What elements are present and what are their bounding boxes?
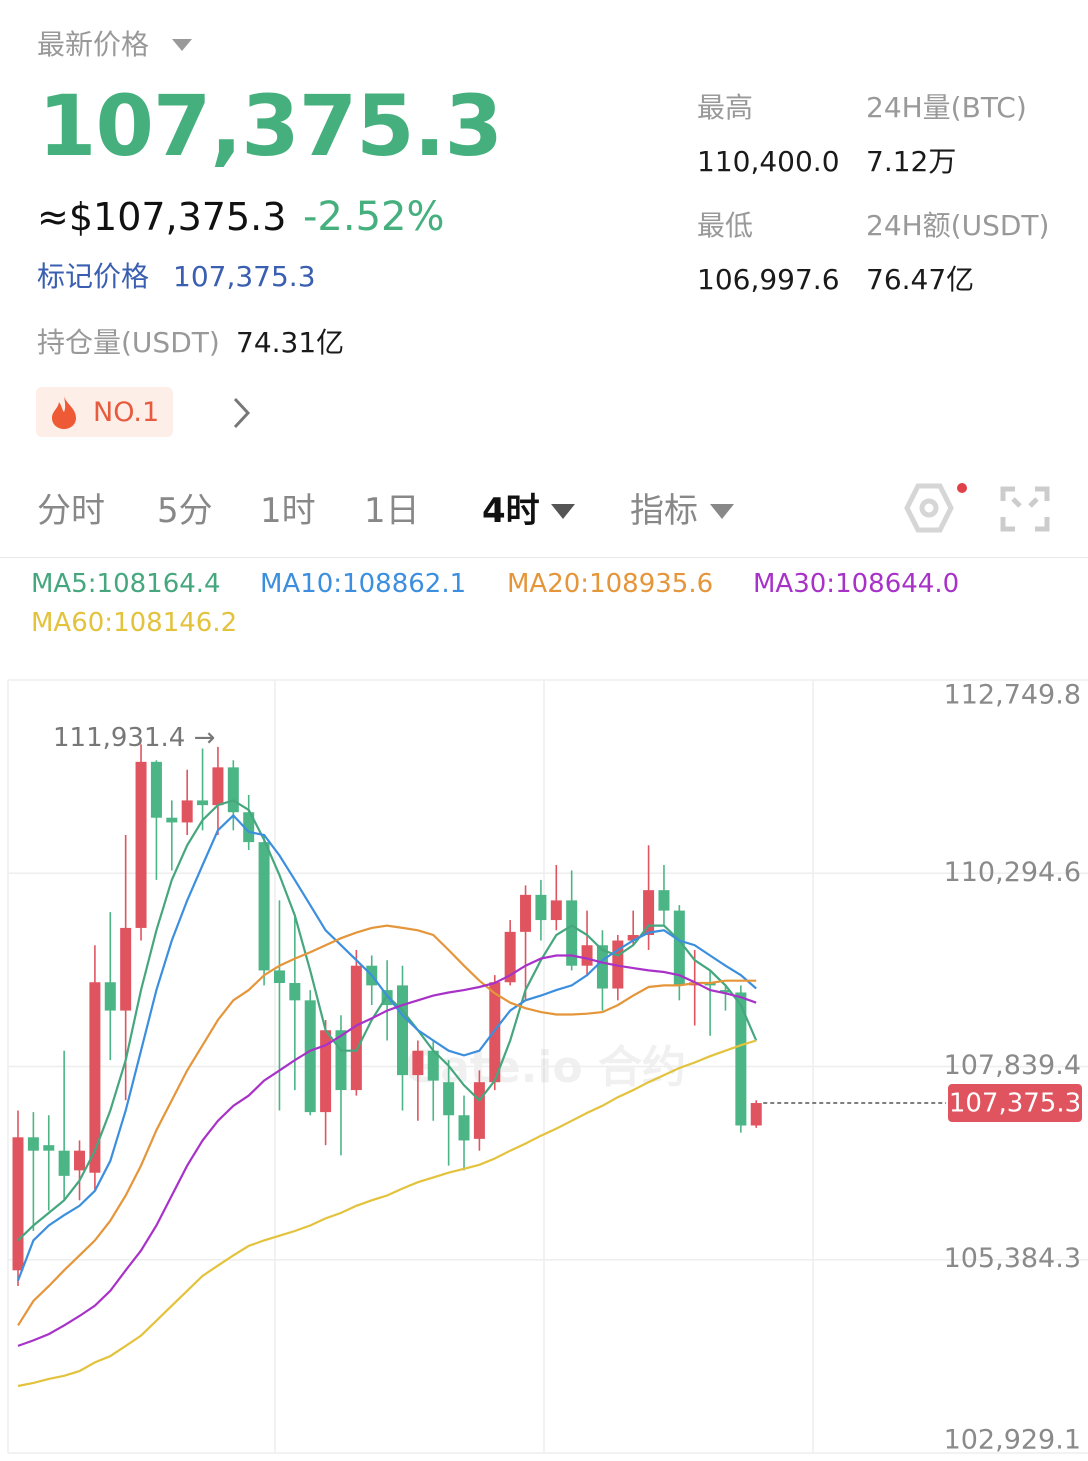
ma-legend: MA5:108164.4	[31, 569, 221, 599]
dropdown-icon[interactable]	[709, 503, 735, 521]
candle-body	[412, 1050, 424, 1076]
ma-line	[17, 1039, 757, 1388]
mark-price-label[interactable]: 标记价格	[37, 260, 150, 293]
candle-body	[335, 1030, 347, 1091]
open-interest-label: 持仓量(USDT)	[37, 326, 220, 359]
candlestick-chart: Gate.io 合约 111,931.4 → 102,929.1105,384.…	[7, 679, 1088, 1456]
rank[interactable]: NO.1	[93, 397, 160, 428]
stat-label: 最低	[697, 209, 754, 242]
candle-body	[227, 767, 239, 813]
ma-legend: MA20:108935.6	[507, 569, 714, 599]
last-price: 107,375.3	[38, 77, 503, 175]
flame-icon	[52, 396, 76, 429]
candle-body	[520, 894, 532, 932]
candle-body	[566, 900, 578, 966]
open-interest: 74.31亿	[236, 326, 345, 359]
price-label[interactable]: 最新价格	[37, 28, 150, 61]
candle-body	[258, 842, 270, 971]
candle-body	[427, 1050, 439, 1081]
candle-body	[150, 761, 162, 818]
candle-body	[550, 900, 562, 921]
tab[interactable]: 指标	[630, 491, 698, 531]
tab[interactable]: 4时	[482, 491, 540, 531]
candle-body	[120, 927, 132, 1011]
candle-body	[504, 931, 516, 983]
price-change: -2.52%	[303, 194, 445, 240]
stat-label: 24H额(USDT)	[866, 209, 1050, 242]
candle-body	[627, 935, 639, 941]
chevron-icon[interactable]	[230, 396, 254, 430]
stat-value: 7.12万	[866, 145, 957, 178]
candle-body	[289, 983, 301, 1001]
candle-body	[643, 890, 655, 936]
settings-icon[interactable]	[900, 478, 970, 534]
candle-body	[27, 1137, 39, 1151]
y-tick-label: 107,839.4	[944, 1050, 1081, 1081]
candle-body	[89, 982, 101, 1173]
candle-body	[197, 800, 209, 806]
candle-body	[581, 945, 593, 966]
candle-body	[104, 982, 116, 1011]
candle-body	[658, 890, 670, 911]
candle-body	[750, 1103, 762, 1126]
candle-body	[735, 992, 747, 1126]
candle-body	[243, 812, 255, 843]
candle-body	[12, 1137, 24, 1271]
tab[interactable]: 5分	[157, 491, 213, 531]
candle-body	[212, 767, 224, 806]
stat-value: 76.47亿	[866, 263, 975, 296]
tab[interactable]: 分时	[37, 491, 105, 531]
candle-body	[535, 894, 547, 921]
ma-legend: MA30:108644.0	[753, 569, 960, 599]
y-tick-label: 102,929.1	[944, 1425, 1081, 1456]
ma-line	[16, 813, 757, 1281]
stat-label: 最高	[697, 91, 754, 124]
y-tick-label: 112,749.8	[944, 680, 1081, 711]
candle-body	[473, 1082, 485, 1139]
candle-body	[135, 761, 147, 928]
candle-body	[74, 1150, 86, 1171]
candle-body	[673, 910, 685, 986]
high-annotation: 111,931.4 →	[53, 723, 215, 753]
ma-legend: MA10:108862.1	[260, 569, 467, 599]
candle-body	[181, 800, 193, 823]
stat-label: 24H量(BTC)	[866, 91, 1027, 124]
stat-value: 110,400.0	[697, 145, 840, 178]
tab[interactable]: 1时	[260, 491, 316, 531]
candle-body	[58, 1150, 70, 1176]
mark-price: 107,375.3	[173, 260, 316, 293]
stat-value: 106,997.6	[697, 263, 840, 296]
candle-body	[397, 985, 408, 1076]
candle-body	[719, 990, 731, 993]
candle-body	[489, 982, 501, 1083]
y-tick-label: 110,294.6	[944, 857, 1081, 888]
fullscreen-icon[interactable]	[1000, 486, 1050, 532]
ma-legend: MA60:108146.2	[31, 608, 238, 638]
candle-body	[273, 970, 285, 984]
candle-body	[443, 1082, 455, 1116]
candle-body	[166, 817, 178, 823]
divider	[0, 557, 1088, 558]
dropdown-icon[interactable]	[170, 37, 194, 53]
candle-body	[304, 1000, 316, 1113]
ma-line	[17, 924, 757, 1326]
candle-body	[350, 965, 362, 1091]
candle-body	[596, 945, 608, 989]
candle-body	[320, 1030, 332, 1113]
y-tick-label: 105,384.3	[944, 1243, 1081, 1274]
last-price-tag-label: 107,375.3	[949, 1089, 1081, 1119]
candle-body	[43, 1145, 55, 1151]
ma-line	[17, 954, 757, 1347]
tab[interactable]: 1日	[364, 491, 420, 531]
dropdown-icon[interactable]	[550, 503, 576, 521]
candle-body	[612, 940, 624, 989]
usd-price: ≈$107,375.3	[37, 195, 287, 239]
candle-body	[458, 1115, 470, 1141]
last-price-tag	[948, 1084, 1082, 1123]
